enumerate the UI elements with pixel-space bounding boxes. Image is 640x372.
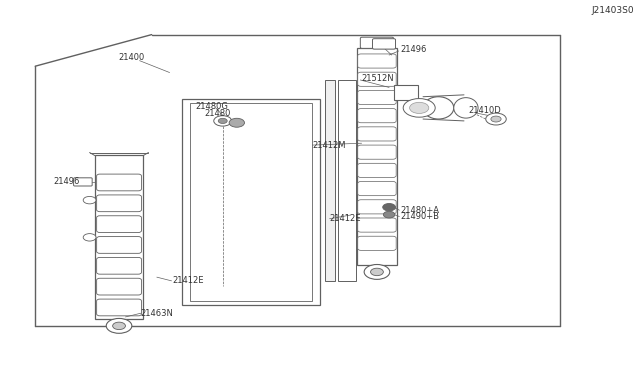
Circle shape	[113, 322, 125, 330]
Text: J21403S0: J21403S0	[591, 6, 634, 15]
Text: 21463N: 21463N	[141, 309, 173, 318]
Text: 21480: 21480	[205, 109, 231, 118]
Text: 21400: 21400	[118, 53, 145, 62]
Circle shape	[106, 318, 132, 333]
Bar	[182, 99, 320, 305]
Bar	[325, 80, 335, 281]
FancyBboxPatch shape	[360, 37, 394, 48]
Text: 21496: 21496	[400, 45, 426, 54]
FancyBboxPatch shape	[358, 182, 396, 196]
FancyBboxPatch shape	[97, 278, 141, 295]
Circle shape	[83, 196, 96, 204]
Text: 21480G: 21480G	[195, 102, 228, 110]
FancyBboxPatch shape	[97, 299, 141, 316]
FancyBboxPatch shape	[358, 90, 396, 105]
FancyBboxPatch shape	[358, 109, 396, 123]
FancyBboxPatch shape	[358, 72, 396, 86]
FancyBboxPatch shape	[358, 127, 396, 141]
FancyBboxPatch shape	[358, 145, 396, 159]
FancyBboxPatch shape	[358, 54, 396, 68]
Circle shape	[214, 116, 232, 126]
FancyBboxPatch shape	[97, 237, 141, 253]
FancyBboxPatch shape	[358, 200, 396, 214]
Ellipse shape	[454, 97, 478, 118]
Bar	[357, 48, 397, 265]
Circle shape	[383, 203, 396, 211]
FancyBboxPatch shape	[394, 85, 418, 100]
Circle shape	[403, 99, 435, 117]
FancyBboxPatch shape	[358, 218, 396, 232]
Circle shape	[218, 118, 227, 124]
FancyBboxPatch shape	[97, 257, 141, 274]
Ellipse shape	[423, 97, 454, 119]
Circle shape	[83, 234, 96, 241]
Text: 21412E: 21412E	[330, 214, 361, 223]
Circle shape	[491, 116, 501, 122]
Bar	[190, 103, 312, 301]
Text: 21490+B: 21490+B	[401, 212, 440, 221]
Circle shape	[383, 211, 395, 218]
Circle shape	[229, 118, 244, 127]
Circle shape	[364, 264, 390, 279]
FancyBboxPatch shape	[358, 236, 396, 250]
FancyBboxPatch shape	[372, 39, 396, 49]
FancyBboxPatch shape	[74, 178, 92, 186]
Bar	[95, 155, 143, 319]
FancyBboxPatch shape	[97, 195, 141, 212]
Text: 21512N: 21512N	[362, 74, 394, 83]
FancyBboxPatch shape	[97, 174, 141, 191]
FancyBboxPatch shape	[97, 216, 141, 232]
Text: 21412E: 21412E	[173, 276, 204, 285]
Circle shape	[486, 113, 506, 125]
Text: 21480+A: 21480+A	[401, 206, 440, 215]
Text: 21412M: 21412M	[312, 141, 346, 150]
Circle shape	[410, 102, 429, 113]
FancyBboxPatch shape	[358, 163, 396, 177]
Text: 21496: 21496	[53, 177, 79, 186]
Bar	[338, 80, 356, 281]
Circle shape	[371, 268, 383, 276]
Text: 21410D: 21410D	[468, 106, 501, 115]
